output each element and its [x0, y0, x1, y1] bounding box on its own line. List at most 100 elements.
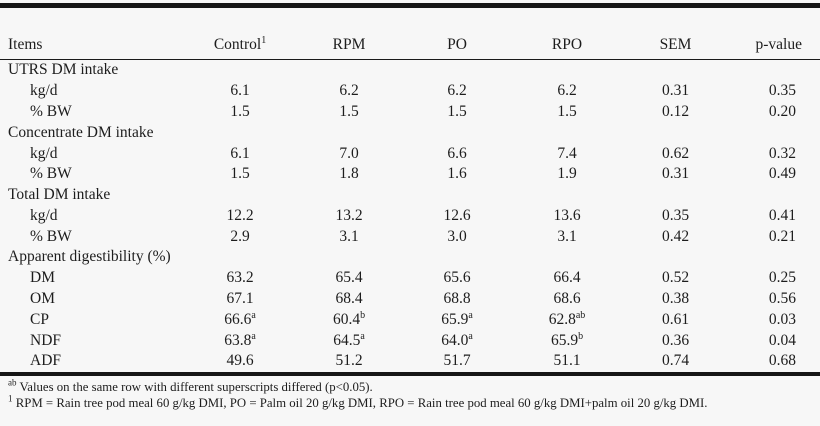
cell-value: 1.5	[230, 102, 250, 120]
cell-value: 67.1	[226, 289, 254, 307]
column-header-po: PO	[403, 32, 511, 60]
row-label: DM	[30, 269, 55, 287]
superscript-marker: a	[468, 330, 473, 342]
cell-value: 51.7	[443, 352, 471, 370]
cell-value: 68.6	[553, 289, 581, 307]
data-row: OM 67.1 68.4 68.8 68.6 0.38 0.56	[0, 289, 820, 310]
cell-value: 1.5	[230, 165, 250, 183]
row-label: % BW	[30, 227, 72, 245]
row-label: Apparent digestibility (%)	[8, 248, 171, 266]
cell-value: 12.2	[226, 206, 254, 224]
table-footnotes: ab Values on the same row with different…	[0, 376, 820, 411]
caption-space	[0, 8, 820, 32]
superscript-marker: ab	[8, 377, 17, 388]
cell-value: 0.20	[768, 102, 796, 120]
column-header-pval: p-value	[728, 32, 820, 60]
section-row: Concentrate DM intake	[0, 122, 820, 143]
cell-value: 7.4	[557, 144, 577, 162]
data-row: kg/d 6.1 6.2 6.2 6.2 0.31 0.35	[0, 81, 820, 102]
data-row: kg/d 6.1 7.0 6.6 7.4 0.62 0.32	[0, 143, 820, 164]
column-header-rpo: RPO	[511, 32, 623, 60]
cell-value: 1.5	[447, 102, 467, 120]
cell-value: 0.74	[661, 352, 690, 370]
cell-value: 51.1	[553, 352, 581, 370]
row-label: NDF	[30, 331, 62, 349]
cell-value: 0.35	[661, 206, 690, 224]
cell-value: 0.12	[661, 102, 690, 120]
cell-value: 13.6	[553, 206, 581, 224]
cell-value: 6.2	[447, 82, 467, 100]
cell-value: 0.04	[768, 331, 796, 349]
cell-value: 0.61	[661, 310, 690, 328]
cell-value: 0.36	[661, 331, 690, 349]
cell-value: 6.6	[447, 144, 467, 162]
cell-value: 0.41	[768, 206, 796, 224]
section-row: Total DM intake	[0, 185, 820, 206]
cell-value: 0.68	[768, 352, 796, 370]
row-label: Concentrate DM intake	[8, 123, 154, 141]
cell-value: 1.9	[557, 165, 577, 183]
cell-value: 65.9b	[550, 330, 584, 349]
data-row: NDF 63.8a 64.5a 64.0a 65.9b 0.36 0.04	[0, 330, 820, 351]
cell-value: 0.25	[768, 269, 796, 287]
row-label: Total DM intake	[8, 186, 111, 204]
cell-value: 6.2	[557, 82, 577, 100]
cell-value: 1.5	[339, 102, 359, 120]
cell-value: 68.8	[443, 289, 471, 307]
cell-value: 3.1	[557, 227, 577, 245]
superscript-marker: b	[578, 330, 584, 342]
cell-value: 1.5	[557, 102, 577, 120]
table-bottom-rule	[0, 371, 820, 376]
superscript-marker: a	[251, 309, 256, 321]
cell-value: 0.56	[768, 289, 796, 307]
cell-value: 7.0	[339, 144, 359, 162]
cell-value: 0.35	[768, 82, 796, 100]
data-row: % BW 1.5 1.8 1.6 1.9 0.31 0.49	[0, 164, 820, 185]
row-label: % BW	[30, 165, 72, 183]
cell-value: 49.6	[226, 352, 254, 370]
superscript-marker: b	[360, 309, 366, 321]
footnote: 1 RPM = Rain tree pod meal 60 g/kg DMI, …	[8, 393, 708, 410]
row-label: ADF	[30, 352, 62, 370]
row-label: CP	[30, 310, 49, 328]
data-row: CP 66.6a 60.4b 65.9a 62.8ab 0.61 0.03	[0, 309, 820, 330]
intake-digestibility-table: Items Control1 RPM PO RPO SEM p-value UTRS DM …	[0, 32, 820, 372]
cell-value: 6.1	[230, 82, 250, 100]
cell-value: 66.4	[553, 269, 581, 287]
data-row: kg/d 12.2 13.2 12.6 13.6 0.35 0.41	[0, 205, 820, 226]
cell-value: 0.31	[661, 82, 690, 100]
superscript-marker: a	[360, 330, 365, 342]
footnote: ab Values on the same row with different…	[8, 377, 373, 394]
cell-value: 6.1	[230, 144, 250, 162]
cell-value: 0.49	[768, 165, 796, 183]
cell-value: 0.21	[768, 227, 796, 245]
cell-value: 65.4	[335, 269, 363, 287]
row-label: kg/d	[30, 206, 58, 224]
column-header-rpm: RPM	[295, 32, 403, 60]
cell-value: 0.03	[768, 310, 796, 328]
cell-value: 65.9a	[441, 309, 473, 328]
cell-value: 3.0	[447, 227, 467, 245]
superscript-marker: 1	[261, 34, 267, 46]
cell-value: 3.1	[339, 227, 359, 245]
cell-value: 64.5a	[333, 330, 365, 349]
row-label: kg/d	[30, 82, 58, 100]
superscript-marker: 1	[8, 393, 13, 404]
column-header-control: Control1	[185, 32, 295, 60]
cell-value: 0.31	[661, 165, 690, 183]
superscript-marker: a	[468, 309, 473, 321]
data-row: ADF 49.6 51.2 51.7 51.1 0.74 0.68	[0, 351, 820, 372]
data-row: DM 63.2 65.4 65.6 66.4 0.52 0.25	[0, 268, 820, 289]
data-row: % BW 2.9 3.1 3.0 3.1 0.42 0.21	[0, 226, 820, 247]
cell-value: 0.42	[661, 227, 690, 245]
row-label: kg/d	[30, 144, 58, 162]
cell-value: 62.8ab	[548, 309, 586, 328]
table-top-rule	[0, 3, 820, 8]
cell-value: 0.32	[768, 144, 796, 162]
cell-value: 66.6a	[224, 309, 256, 328]
cell-value: 1.8	[339, 165, 359, 183]
superscript-marker: ab	[575, 309, 586, 321]
superscript-marker: a	[251, 330, 256, 342]
cell-value: 64.0a	[441, 330, 473, 349]
data-row: % BW 1.5 1.5 1.5 1.5 0.12 0.20	[0, 102, 820, 123]
